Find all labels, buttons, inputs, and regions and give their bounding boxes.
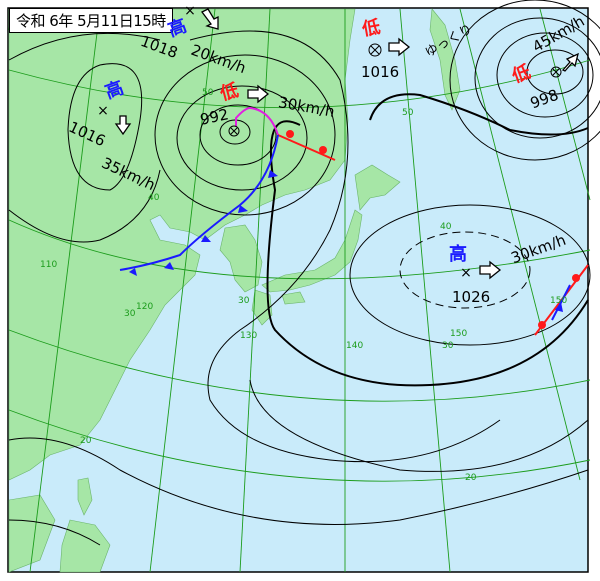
- hainan-indochina: [8, 494, 56, 573]
- latitude-label: 30: [124, 309, 136, 319]
- cold-front: [119, 134, 279, 271]
- longitude-label: 120: [136, 302, 154, 312]
- asian-continent: [8, 8, 356, 481]
- svg-text:×: ×: [97, 103, 109, 119]
- latitude-label: 20: [465, 473, 477, 483]
- longitude-label: 150: [450, 329, 468, 339]
- pressure-label: 1026: [452, 288, 491, 306]
- arrow-down-right-icon: [201, 8, 219, 30]
- philippines: [59, 519, 111, 573]
- latitude-label: 40: [148, 193, 160, 203]
- low-center-icons: [228, 43, 562, 137]
- svg-text:×: ×: [460, 265, 472, 281]
- arrow-right-icon: [479, 260, 502, 280]
- longitude-label: 130: [240, 331, 258, 341]
- isobars: [8, 0, 600, 546]
- land: [8, 8, 461, 573]
- sakhalin: [429, 8, 461, 111]
- warm-front: [277, 134, 336, 161]
- arrow-right-icon: [247, 84, 270, 104]
- latitude-label: 40: [440, 222, 452, 232]
- latitude-label: 30: [442, 341, 454, 351]
- high-symbol: 高: [449, 244, 467, 265]
- motion-arrows: [114, 8, 579, 280]
- honshu: [261, 209, 363, 293]
- arrow-down-icon: [114, 115, 132, 136]
- hokkaido: [354, 164, 401, 211]
- high-center-marks: × × ×: [97, 3, 472, 281]
- latitude-label: 50: [202, 88, 214, 98]
- svg-text:×: ×: [184, 3, 196, 19]
- korean-peninsula: [219, 224, 263, 293]
- taiwan: [77, 477, 93, 516]
- arrow-right-icon: [388, 37, 411, 57]
- longitude-label: 140: [346, 341, 364, 351]
- latitude-label: 20: [80, 436, 92, 446]
- map-title: 令和 6年 5月11日15時: [9, 8, 173, 33]
- pressure-label: 1016: [361, 63, 400, 81]
- longitude-label: 150: [550, 296, 568, 306]
- arrow-up-right-icon: [561, 52, 579, 72]
- shikoku: [281, 291, 306, 305]
- latitude-label: 50: [402, 108, 414, 118]
- occluded-front: [249, 107, 279, 136]
- latitude-label: 30: [238, 296, 250, 306]
- longitude-label: 110: [40, 260, 58, 270]
